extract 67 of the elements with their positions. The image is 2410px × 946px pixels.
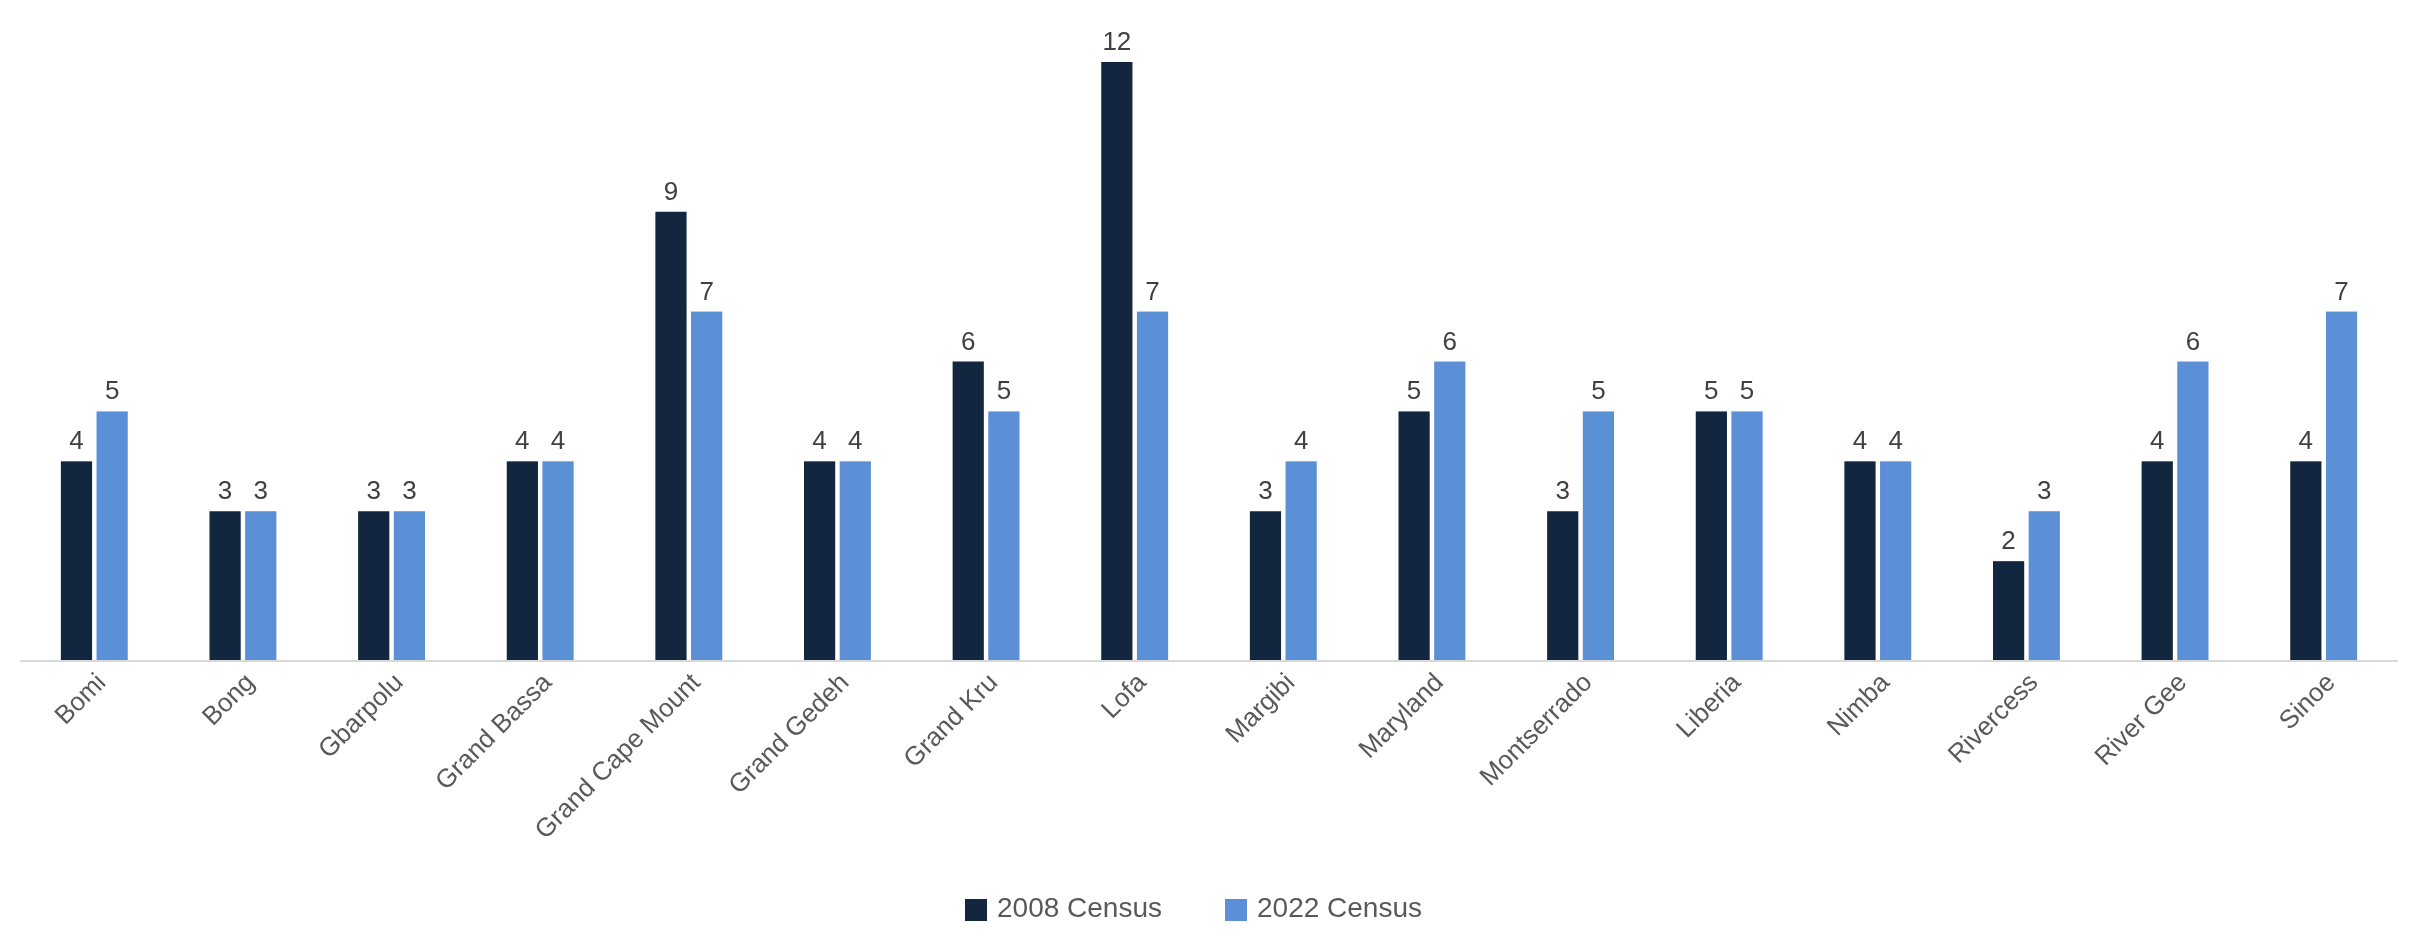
bar [60,461,93,661]
data-label: 3 [1258,475,1273,506]
data-label: 7 [699,275,714,306]
data-label: 12 [1102,26,1132,56]
data-label: 4 [812,425,827,456]
bar [1398,411,1430,661]
data-label: 7 [1145,275,1160,306]
bar [1249,511,1282,661]
data-label: 5 [1739,375,1755,406]
data-label: 2 [2001,525,2016,556]
data-label: 3 [217,475,233,506]
data-label: 4 [69,425,84,456]
bar [1993,561,2025,661]
data-label: 4 [848,425,863,456]
data-label: 4 [1293,425,1309,456]
data-label: 4 [515,425,530,456]
data-label: 5 [104,375,120,406]
x-tick-label: Lofa [1094,666,1153,724]
bar [1101,62,1133,661]
bar [655,211,687,661]
bar [2290,461,2322,661]
data-label: 4 [550,425,566,456]
bar [358,511,390,661]
bar [804,461,836,661]
bar [1844,461,1876,661]
data-label: 9 [663,175,679,206]
bar [2177,361,2209,661]
bar [952,361,984,661]
bar [691,311,723,661]
data-label: 5 [1704,375,1719,406]
bar [1695,411,1727,661]
bar [209,511,241,661]
bar [1285,461,1317,661]
bar [988,411,1020,661]
data-label: 6 [960,325,976,356]
data-label: 4 [1888,425,1903,456]
bar [506,461,538,661]
data-label: 3 [366,475,381,506]
bar [2325,311,2358,661]
data-label: 4 [2298,425,2314,456]
bar [1582,411,1614,661]
bar [1547,511,1579,661]
bar [393,511,425,661]
bar [1880,461,1912,661]
legend-label: 2022 Census [1257,892,1423,924]
bar [2141,461,2173,661]
data-label: 5 [1591,375,1606,406]
bar [1731,411,1763,661]
bar [96,411,128,661]
bar [542,461,574,661]
bar [2028,511,2060,661]
data-label: 3 [253,475,269,506]
data-label: 5 [1406,375,1422,406]
data-label: 3 [1555,475,1570,506]
data-label: 3 [402,475,417,506]
bar [1136,311,1169,661]
legend-label: 2008 Census [997,892,1163,924]
data-label: 7 [2334,275,2349,306]
data-label: 4 [1852,425,1868,456]
bar [1434,361,1466,661]
data-label: 4 [2149,425,2165,456]
data-label: 5 [996,375,1012,406]
data-label: 6 [2185,325,2201,356]
bar [245,511,277,661]
bar [839,461,871,661]
data-label: 6 [1442,325,1458,356]
data-label: 3 [2037,475,2052,506]
